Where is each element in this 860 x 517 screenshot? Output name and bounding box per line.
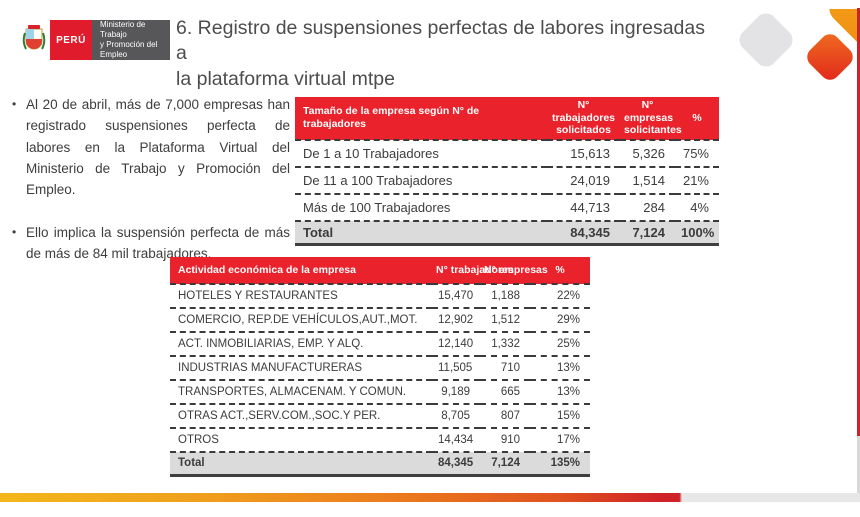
row-label: De 11 a 100 Trabajadores: [295, 166, 547, 195]
row-label: INDUSTRIAS MANUFACTURERAS: [170, 356, 432, 381]
right-edge-red-strip: [857, 8, 860, 436]
table-row: OTROS 14,434 910 17%: [170, 428, 590, 453]
row-label: HOTELES Y RESTAURANTES: [170, 284, 432, 309]
companies-value: 710: [480, 356, 530, 381]
table-total-row: Total 84,345 7,124 100%: [295, 220, 719, 247]
column-header: N° empresas: [480, 257, 548, 285]
pct-value: 25%: [530, 332, 590, 357]
column-header: Actividad económica de la empresa: [170, 257, 432, 285]
pct-value: 29%: [530, 308, 590, 333]
table-row: ACT. INMOBILIARIAS, EMP. Y ALQ. 12,140 1…: [170, 332, 590, 357]
row-label: Más de 100 Trabajadores: [295, 193, 547, 222]
total-companies: 7,124: [480, 452, 530, 477]
slide-title-line2: la plataforma virtual mtpe: [176, 67, 395, 90]
peru-coat-of-arms-icon: [18, 20, 50, 60]
pct-value: 13%: [530, 380, 590, 405]
workers-value: 44,713: [547, 193, 620, 222]
total-workers: 84,345: [432, 452, 480, 477]
table-row: Más de 100 Trabajadores 44,713 284 4%: [295, 193, 719, 222]
bottom-gradient-bar: [0, 493, 860, 502]
pct-value: 17%: [530, 428, 590, 453]
workers-value: 9,189: [432, 380, 480, 405]
companies-value: 1,512: [480, 308, 530, 333]
row-label: TRANSPORTES, ALMACENAM. Y COMUN.: [170, 380, 432, 405]
table-row: De 1 a 10 Trabajadores 15,613 5,326 75%: [295, 139, 719, 168]
ministry-logo: PERÚ Ministerio de Trabajo y Promoción d…: [18, 20, 170, 60]
companies-value: 910: [480, 428, 530, 453]
companies-value: 5,326: [620, 139, 675, 168]
pct-value: 21%: [675, 166, 719, 195]
gray-diamond-shape: [734, 9, 798, 72]
companies-value: 807: [480, 404, 530, 429]
workers-value: 11,505: [432, 356, 480, 381]
bullet-item: • Al 20 de abril, más de 7,000 empresas …: [12, 94, 290, 201]
ministry-name-line1: Ministerio de Trabajo: [100, 20, 146, 39]
table-total-row: Total 84,345 7,124 135%: [170, 452, 590, 477]
row-label: OTRAS ACT.,SERV.COM.,SOC.Y PER.: [170, 404, 432, 429]
pct-value: 15%: [530, 404, 590, 429]
summary-bullets: • Al 20 de abril, más de 7,000 empresas …: [12, 94, 290, 285]
red-diamond-shape: [803, 30, 857, 84]
table-header-row: Actividad económica de la empresa N° tra…: [170, 257, 590, 285]
total-label: Total: [295, 220, 547, 247]
orange-diamond-shape: [823, 9, 860, 59]
companies-value: 284: [620, 193, 675, 222]
workers-value: 15,470: [432, 284, 480, 309]
companies-value: 1,514: [620, 166, 675, 195]
bullet-dot: •: [12, 97, 17, 111]
table-header-row: Tamaño de la empresa según N° de trabaja…: [295, 97, 719, 141]
column-header: N° empresas solicitantes: [620, 97, 682, 141]
workers-value: 12,140: [432, 332, 480, 357]
pct-value: 75%: [675, 139, 719, 168]
column-header: %: [675, 97, 719, 141]
table-row: HOTELES Y RESTAURANTES 15,470 1,188 22%: [170, 284, 590, 309]
column-header: N° trabajadores solicitados: [547, 97, 620, 141]
table-row: OTRAS ACT.,SERV.COM.,SOC.Y PER. 8,705 80…: [170, 404, 590, 429]
total-companies: 7,124: [620, 220, 675, 247]
peru-wordmark: PERÚ: [50, 20, 92, 60]
pct-value: 22%: [530, 284, 590, 309]
table-row: De 11 a 100 Trabajadores 24,019 1,514 21…: [295, 166, 719, 195]
column-header: N° trabajadores: [432, 257, 514, 285]
workers-value: 14,434: [432, 428, 480, 453]
table-row: COMERCIO, REP.DE VEHÍCULOS,AUT.,MOT. 12,…: [170, 308, 590, 333]
workers-value: 24,019: [547, 166, 620, 195]
row-label: COMERCIO, REP.DE VEHÍCULOS,AUT.,MOT.: [170, 308, 432, 333]
table-row: INDUSTRIAS MANUFACTURERAS 11,505 710 13%: [170, 356, 590, 381]
column-header: %: [530, 257, 590, 285]
table-row: TRANSPORTES, ALMACENAM. Y COMUN. 9,189 6…: [170, 380, 590, 405]
total-workers: 84,345: [547, 220, 620, 247]
deco-shapes: [710, 9, 860, 121]
slide-title-line1: 6. Registro de suspensiones perfectas de…: [176, 17, 705, 65]
right-edge-gray-strip: [857, 436, 860, 493]
total-pct: 135%: [530, 452, 590, 477]
workers-value: 12,902: [432, 308, 480, 333]
bullet-dot: •: [12, 224, 17, 239]
bullet-text: Ello implica la suspensión perfecta de m…: [26, 224, 290, 261]
ministry-name-line2: y Promoción del Empleo: [100, 40, 158, 59]
companies-value: 665: [480, 380, 530, 405]
column-header: Tamaño de la empresa según N° de trabaja…: [295, 97, 547, 141]
workers-value: 15,613: [547, 139, 620, 168]
total-pct: 100%: [675, 220, 719, 247]
row-label: OTROS: [170, 428, 432, 453]
companies-value: 1,332: [480, 332, 530, 357]
ministry-name: Ministerio de Trabajo y Promoción del Em…: [92, 20, 170, 60]
row-label: ACT. INMOBILIARIAS, EMP. Y ALQ.: [170, 332, 432, 357]
economic-activity-table: Actividad económica de la empresa N° tra…: [170, 257, 590, 477]
total-label: Total: [170, 452, 432, 477]
pct-value: 13%: [530, 356, 590, 381]
slide-title: 6. Registro de suspensiones perfectas de…: [176, 16, 716, 92]
row-label: De 1 a 10 Trabajadores: [295, 139, 547, 168]
bullet-text: Al 20 de abril, más de 7,000 empresas ha…: [26, 97, 290, 198]
company-size-table: Tamaño de la empresa según N° de trabaja…: [295, 97, 719, 247]
workers-value: 8,705: [432, 404, 480, 429]
companies-value: 1,188: [480, 284, 530, 309]
pct-value: 4%: [675, 193, 719, 222]
bullet-item: • Ello implica la suspensión perfecta de…: [12, 222, 290, 265]
